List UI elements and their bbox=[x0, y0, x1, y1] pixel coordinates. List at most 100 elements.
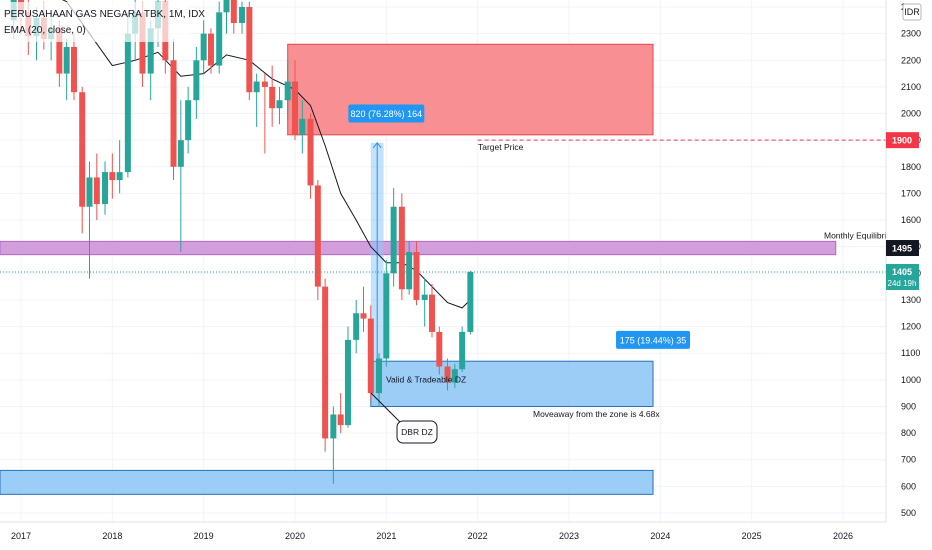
candle-body bbox=[330, 414, 337, 439]
candle-body bbox=[86, 177, 93, 207]
candle[interactable] bbox=[444, 358, 451, 391]
candle-body bbox=[360, 313, 367, 319]
candle[interactable] bbox=[360, 286, 367, 332]
candle[interactable] bbox=[406, 241, 413, 295]
candle[interactable] bbox=[185, 86, 192, 154]
candle[interactable] bbox=[79, 86, 86, 234]
candle[interactable] bbox=[63, 38, 70, 101]
candle[interactable] bbox=[207, 28, 214, 74]
candle-body bbox=[170, 60, 177, 167]
candle-body bbox=[367, 318, 374, 394]
candle[interactable] bbox=[307, 113, 314, 199]
candle[interactable] bbox=[269, 65, 276, 127]
candle[interactable] bbox=[193, 46, 200, 119]
candle[interactable] bbox=[223, 0, 230, 34]
equilibrium-price-badge-box bbox=[886, 240, 919, 257]
candle-body bbox=[284, 81, 291, 101]
price-tick-label: 1200 bbox=[901, 322, 921, 332]
candle[interactable] bbox=[177, 100, 184, 253]
candle[interactable] bbox=[253, 73, 260, 127]
candle-body bbox=[413, 252, 420, 300]
candle[interactable] bbox=[261, 73, 268, 154]
candle[interactable] bbox=[299, 100, 306, 154]
candle-body bbox=[56, 28, 63, 74]
candle-body bbox=[269, 86, 276, 109]
candle-body bbox=[193, 60, 200, 101]
candle[interactable] bbox=[230, 0, 237, 34]
time-tick-label: 2019 bbox=[194, 531, 214, 541]
price-tick-label: 1300 bbox=[901, 295, 921, 305]
time-tick-label: 2024 bbox=[650, 531, 670, 541]
candle[interactable] bbox=[459, 326, 466, 372]
candle[interactable] bbox=[239, 1, 246, 34]
price-tick-label: 2100 bbox=[901, 82, 921, 92]
candle-body bbox=[102, 172, 109, 205]
currency-badge[interactable] bbox=[902, 3, 922, 21]
current-price-badge-box bbox=[886, 263, 919, 290]
candle-body bbox=[421, 294, 428, 300]
candle[interactable] bbox=[383, 260, 390, 367]
candle[interactable] bbox=[216, 1, 223, 74]
candle[interactable] bbox=[330, 406, 337, 484]
candle-body bbox=[93, 177, 100, 205]
candle-body bbox=[390, 206, 397, 274]
candle[interactable] bbox=[246, 1, 253, 101]
candle-body bbox=[147, 28, 154, 74]
zone-supply bbox=[287, 43, 654, 136]
candle[interactable] bbox=[170, 38, 177, 181]
candle[interactable] bbox=[429, 283, 435, 338]
candle[interactable] bbox=[86, 161, 93, 279]
equilibrium-price-badge: 1495 bbox=[892, 244, 912, 254]
candle[interactable] bbox=[93, 153, 100, 221]
header-backdrop bbox=[0, 2, 190, 42]
dz-text: Valid & Tradeable DZ bbox=[386, 375, 466, 385]
candle-body bbox=[185, 100, 192, 141]
time-tick-label: 2018 bbox=[102, 531, 122, 541]
candle-body bbox=[139, 12, 146, 74]
candle[interactable] bbox=[109, 153, 116, 199]
candle[interactable] bbox=[322, 278, 329, 452]
candle-body bbox=[239, 7, 246, 23]
candle[interactable] bbox=[344, 326, 351, 428]
candle[interactable] bbox=[337, 393, 344, 434]
measure-label-box bbox=[348, 104, 425, 123]
zone-label-box bbox=[616, 330, 691, 349]
candle[interactable] bbox=[70, 33, 77, 101]
time-tick-label: 2017 bbox=[11, 531, 31, 541]
candle[interactable] bbox=[200, 20, 207, 74]
axis-corner[interactable] bbox=[886, 522, 932, 550]
candle[interactable] bbox=[276, 86, 283, 125]
candle[interactable] bbox=[284, 60, 291, 119]
candle[interactable] bbox=[451, 363, 458, 388]
candle-body bbox=[63, 46, 70, 74]
candle[interactable] bbox=[116, 140, 123, 194]
candle-body bbox=[436, 331, 443, 367]
price-tick-label: 500 bbox=[901, 508, 916, 518]
candle[interactable] bbox=[421, 278, 428, 327]
candle[interactable] bbox=[292, 60, 298, 141]
moveaway-text: Moveaway from the zone is 4.68x bbox=[533, 409, 660, 419]
dbr-callout-text: DBR DZ bbox=[401, 427, 433, 437]
candle[interactable] bbox=[314, 180, 321, 300]
candle[interactable] bbox=[102, 161, 109, 215]
candle[interactable] bbox=[353, 299, 360, 354]
equilibrium-text: Monthly Equilibrium bbox=[824, 230, 898, 240]
time-tick-label: 2025 bbox=[742, 531, 762, 541]
price-tick-label: 2000 bbox=[901, 109, 921, 119]
candle-body bbox=[124, 33, 131, 173]
price-tick-label: 1000 bbox=[901, 375, 921, 385]
candle[interactable] bbox=[398, 193, 405, 300]
candle[interactable] bbox=[376, 353, 383, 407]
candle[interactable] bbox=[413, 241, 420, 306]
target-price-badge-box bbox=[886, 132, 919, 149]
candle-body bbox=[337, 414, 344, 426]
candle[interactable] bbox=[467, 270, 474, 335]
candle-body bbox=[444, 366, 451, 383]
candle-body bbox=[299, 118, 306, 135]
candle[interactable] bbox=[367, 305, 374, 402]
candle-body bbox=[451, 369, 458, 383]
candle[interactable] bbox=[436, 326, 443, 375]
candle[interactable] bbox=[390, 188, 397, 287]
